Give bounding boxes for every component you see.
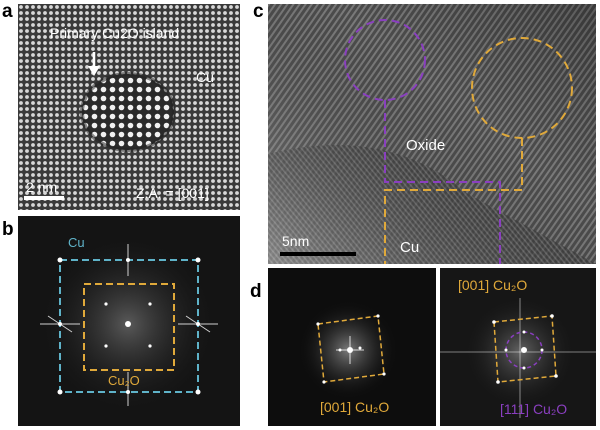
star-flares xyxy=(40,244,218,406)
panel-label-b: b xyxy=(2,219,14,240)
caption-e-bottom: [111] Cu₂O xyxy=(500,401,568,417)
label-cu-box: Cu xyxy=(68,235,85,250)
cu2o-box xyxy=(83,283,175,371)
caption-d: [001] Cu₂O xyxy=(320,399,390,415)
label-oxide: Oxide xyxy=(406,137,446,154)
fft-d-svg xyxy=(298,300,398,400)
panel-e-fft: [001] Cu₂O [111] Cu₂O xyxy=(440,268,596,426)
panel-d-fft: [001] Cu₂O xyxy=(268,268,436,426)
panel-b-fft: Cu Cu₂O xyxy=(18,216,240,426)
cu2o-island xyxy=(82,74,174,150)
fft-b-svg xyxy=(38,234,218,414)
label-cu-c: Cu xyxy=(400,239,420,256)
scalebar-label-c: 5nm xyxy=(282,233,310,249)
gold-connector xyxy=(384,138,523,264)
cu2o-box-d xyxy=(317,315,385,383)
zone-axis-label: Z.A. = [001] xyxy=(136,185,209,201)
scalebar-a xyxy=(24,196,64,200)
scalebar-label-a: 2 nm xyxy=(26,179,58,195)
panel-c-hrtem: Oxide Cu 5nm xyxy=(268,4,596,264)
panel-label-d: d xyxy=(250,281,262,302)
caption-e-top: [001] Cu₂O xyxy=(458,277,528,293)
fft-spots-e xyxy=(492,314,558,384)
label-cu2o-box: Cu₂O xyxy=(108,373,140,388)
purple-connector xyxy=(384,100,501,264)
annotation-primary-island: Primary Cu2O island xyxy=(50,25,180,41)
label-cu-a: Cu xyxy=(196,69,214,85)
lattice-svg xyxy=(18,4,240,210)
hrtem-c-svg xyxy=(268,4,596,264)
fft-e-svg xyxy=(440,296,596,418)
panel-label-a: a xyxy=(2,1,13,22)
purple-circle xyxy=(344,19,426,101)
panel-label-c: c xyxy=(253,1,264,22)
scalebar-c xyxy=(280,252,356,256)
panel-a-lattice-image: Primary Cu2O island Cu 2 nm Z.A. = [001] xyxy=(18,4,240,210)
cu2o-001-box-e xyxy=(493,315,557,383)
arrow-head xyxy=(88,66,100,76)
